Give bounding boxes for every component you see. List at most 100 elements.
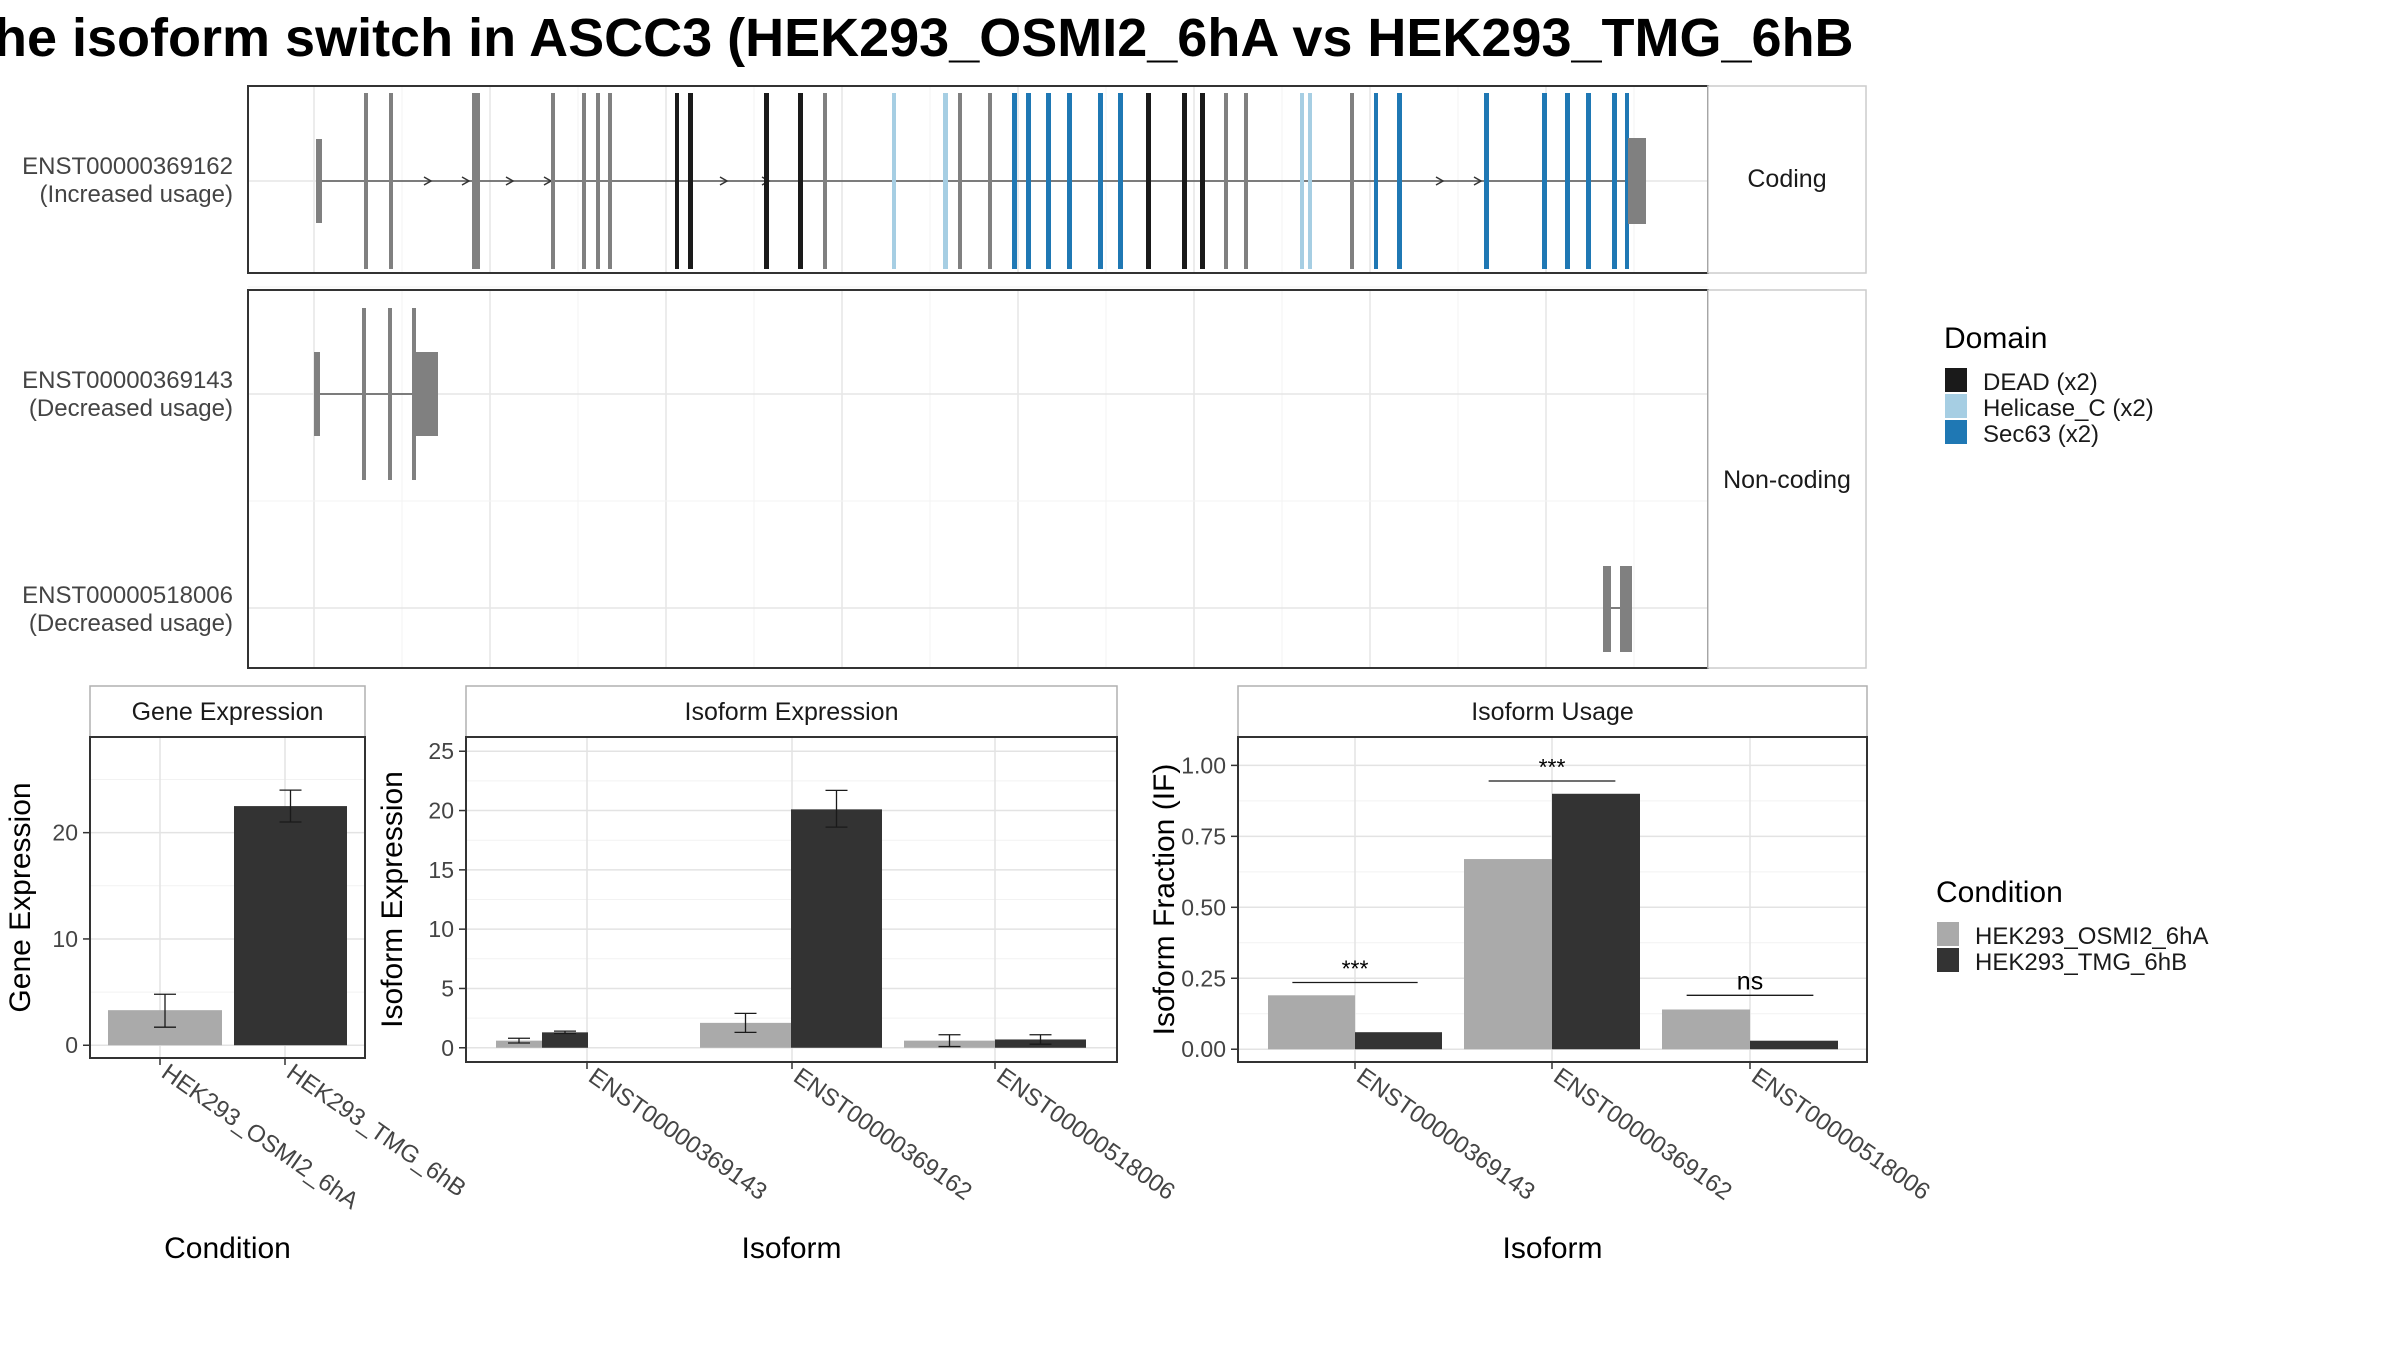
transcript-label-2-id: ENST00000369143 <box>22 367 233 394</box>
exon-block <box>1350 93 1354 269</box>
exon-block <box>1542 93 1547 269</box>
exon-block <box>1026 93 1031 269</box>
bar <box>1355 1032 1442 1050</box>
coding-strip <box>1707 85 1867 274</box>
exon-block <box>1374 93 1378 269</box>
exon-block <box>958 93 962 269</box>
legend-key-sec63 <box>1945 420 1967 444</box>
bar <box>791 809 882 1048</box>
condition-legend-title: Condition <box>1936 876 2063 909</box>
x-tick-label: ENST00000369143 <box>584 1063 772 1206</box>
y-axis-title: Gene Expression <box>4 782 37 1012</box>
y-tick-label: 0.75 <box>1181 823 1226 849</box>
domain-legend-title: Domain <box>1944 322 2047 355</box>
exon-block <box>388 308 392 480</box>
strand-arrow <box>1473 176 1483 186</box>
legend-label-tmg: HEK293_TMG_6hB <box>1975 949 2187 976</box>
exon-block <box>1308 93 1312 269</box>
y-tick-label: 0 <box>65 1032 78 1058</box>
strand-arrow <box>505 176 515 186</box>
noncoding-strip <box>1707 289 1867 669</box>
exon-block <box>1200 93 1205 269</box>
exon-block <box>472 93 480 269</box>
significance-label: *** <box>1342 956 1369 982</box>
exon-block <box>1484 93 1489 269</box>
panel-strip-label: Gene Expression <box>132 698 324 726</box>
bar <box>1268 995 1355 1050</box>
exon-block <box>764 93 769 269</box>
x-axis-title: Condition <box>164 1232 291 1265</box>
exon-block <box>1224 93 1228 269</box>
y-tick-label: 5 <box>441 975 454 1001</box>
y-axis-title: Isoform Expression <box>376 771 409 1028</box>
exon-block <box>412 308 416 480</box>
figure-title: he isoform switch in ASCC3 (HEK293_OSMI2… <box>0 8 1854 68</box>
bar <box>496 1040 542 1048</box>
exon-block <box>1300 93 1304 269</box>
x-tick-label: ENST00000369143 <box>1352 1063 1540 1206</box>
y-tick-label: 10 <box>428 916 454 942</box>
legend-label-sec63: Sec63 (x2) <box>1983 421 2099 448</box>
exon-block <box>1620 566 1632 652</box>
exon-block <box>596 93 600 269</box>
exon-block <box>582 93 586 269</box>
exon-block <box>675 93 679 269</box>
legend-label-dead: DEAD (x2) <box>1983 369 2098 396</box>
y-tick-label: 15 <box>428 857 454 883</box>
exon-block <box>688 93 693 269</box>
noncoding-strip-label: Non-coding <box>1723 466 1851 494</box>
x-axis-title: Isoform <box>1502 1232 1602 1265</box>
exon-block <box>1098 93 1103 269</box>
panel-strip-label: Isoform Usage <box>1471 698 1634 726</box>
y-axis-title: Isoform Fraction (IF) <box>1148 764 1181 1036</box>
x-tick-label: ENST00000369162 <box>789 1063 977 1206</box>
transcript-label-3-usage: (Decreased usage) <box>29 610 233 637</box>
strand-arrow <box>719 176 729 186</box>
exon-block <box>1146 93 1151 269</box>
bar <box>1750 1040 1838 1050</box>
legend-key-helicase <box>1945 394 1967 418</box>
exon-block <box>364 93 368 269</box>
exon-block <box>362 308 366 480</box>
exon-block <box>1046 93 1051 269</box>
exon-block <box>988 93 992 269</box>
transcript-label-3-id: ENST00000518006 <box>22 582 233 609</box>
y-tick-label: 10 <box>52 926 78 952</box>
x-tick-label: ENST00000369162 <box>1549 1063 1737 1206</box>
exon-block <box>1586 93 1591 269</box>
panel-strip <box>1237 685 1868 738</box>
significance-label: ns <box>1737 967 1763 995</box>
panel-strip <box>89 685 366 738</box>
y-tick-label: 1.00 <box>1181 752 1226 778</box>
y-tick-label: 0.00 <box>1181 1036 1226 1062</box>
noncoding-panel-bg <box>248 290 1708 668</box>
exon-block <box>1625 93 1629 269</box>
x-tick-label: ENST00000518006 <box>1747 1063 1935 1206</box>
exon-block <box>1603 566 1611 652</box>
plot-border <box>89 736 366 1059</box>
transcript-label-1-id: ENST00000369162 <box>22 153 233 180</box>
utr-block <box>416 352 438 436</box>
bar <box>234 806 347 1046</box>
bar <box>542 1032 588 1048</box>
exon-block <box>798 93 803 269</box>
x-axis-title: Isoform <box>741 1232 841 1265</box>
y-tick-label: 20 <box>428 798 454 824</box>
exon-block <box>1397 93 1402 269</box>
transcript-label-1-usage: (Increased usage) <box>40 181 233 208</box>
bar <box>1552 793 1640 1050</box>
legend-label-helicase: Helicase_C (x2) <box>1983 395 2154 422</box>
exon-block <box>1565 93 1570 269</box>
legend-key-dead <box>1945 368 1967 392</box>
legend-key-tmg <box>1937 948 1959 972</box>
exon-block <box>823 93 827 269</box>
bar <box>1464 859 1552 1050</box>
exon-block <box>943 93 948 269</box>
coding-panel-bg <box>248 86 1708 273</box>
strand-arrow <box>423 176 433 186</box>
exon-block <box>551 93 555 269</box>
strand-arrow <box>461 176 471 186</box>
y-tick-label: 20 <box>52 820 78 846</box>
isoform-usage-panel: Isoform Usage *** *** ns 0.00 0.25 0.50 0.75 1.0… <box>1148 685 1935 1265</box>
exon-block <box>608 93 612 269</box>
